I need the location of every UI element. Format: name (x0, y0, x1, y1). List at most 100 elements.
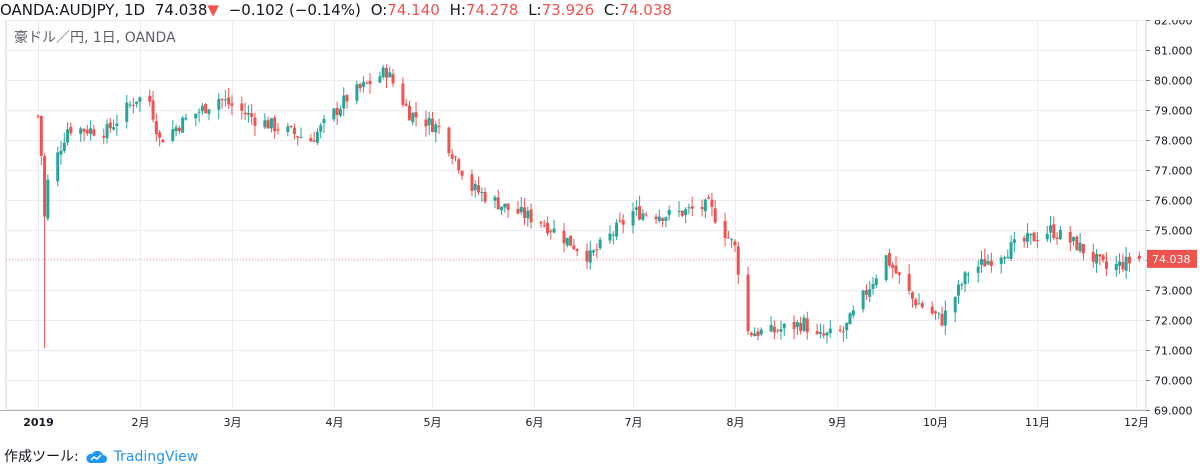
candle-body (92, 129, 96, 136)
candle-body (388, 72, 392, 78)
candle-body (135, 101, 139, 104)
candle-body (269, 118, 273, 129)
candle-body (933, 311, 937, 314)
candle-body (79, 128, 83, 134)
candle-body (154, 121, 158, 135)
candle-body (204, 103, 208, 114)
candle-body (345, 95, 349, 102)
candle-body (523, 207, 527, 218)
open-value: 74.140 (387, 1, 440, 19)
candle-body (447, 127, 451, 154)
candle-body (1055, 237, 1059, 240)
candle-body (197, 111, 201, 113)
candle-body (940, 313, 944, 326)
candle-body (378, 76, 382, 83)
candle-body (483, 192, 487, 202)
candle-body (822, 333, 826, 336)
candle-body (1124, 256, 1128, 271)
candle-body (657, 216, 661, 221)
x-tick-label: 3月 (224, 416, 242, 429)
tradingview-link[interactable]: TradingView (113, 449, 199, 465)
candle-body (338, 108, 342, 116)
candle-body (1121, 262, 1125, 270)
candle-body (851, 310, 855, 316)
candle-body (638, 205, 642, 220)
candle-body (473, 184, 477, 191)
open-label: O: (370, 1, 388, 19)
x-tick-label: 9月 (829, 416, 847, 429)
x-tick-label: 4月 (326, 416, 344, 429)
candle-body (266, 120, 270, 129)
candle-body (983, 259, 987, 267)
candle-body (115, 123, 119, 127)
candle-body (917, 303, 921, 305)
candle-body (480, 191, 484, 193)
candle-body (920, 303, 924, 308)
candle-body (332, 108, 336, 120)
candle-body (661, 218, 665, 221)
x-tick-label: 6月 (526, 416, 544, 429)
candle-body (710, 199, 714, 207)
y-tick-label: 81.000 (1154, 45, 1193, 58)
symbol-label[interactable]: OANDA:AUDJPY, 1D (0, 1, 146, 19)
candle-body (89, 128, 93, 134)
candle-body (365, 82, 369, 84)
candle-body (368, 80, 372, 85)
candle-body (999, 257, 1003, 264)
candle-body (664, 217, 668, 221)
candle-body (315, 131, 319, 143)
candle-body (355, 84, 359, 101)
candle-body (108, 122, 112, 129)
candle-body (299, 136, 303, 138)
candle-body (914, 299, 918, 306)
candle-body (730, 239, 734, 241)
candle-body (273, 117, 277, 132)
candle-body (161, 139, 165, 143)
candle-body (1009, 242, 1013, 259)
candle-body (979, 259, 983, 265)
candle-body (335, 107, 339, 115)
candle-body (792, 322, 796, 330)
candle-body (506, 203, 510, 210)
candle-body (1032, 232, 1036, 242)
chart-panel[interactable]: 69.00070.00071.00072.00073.00074.00075.0… (0, 20, 1200, 440)
candle-body (404, 104, 408, 106)
candle-body (845, 322, 849, 331)
candle-body (795, 322, 799, 328)
candle-body (289, 126, 293, 128)
candle-body (592, 250, 596, 253)
candle-body (292, 127, 296, 135)
candle-body (125, 102, 129, 122)
candle-body (253, 117, 257, 126)
candle-body (1137, 255, 1141, 259)
candle-body (477, 185, 481, 193)
candle-body (575, 249, 579, 252)
candle-body (608, 233, 612, 241)
candle-body (884, 255, 888, 280)
candle-body (680, 210, 684, 216)
candle-body (424, 119, 428, 127)
candle-body (171, 129, 175, 141)
candle-body (1026, 233, 1030, 242)
candle-body (887, 253, 891, 266)
candle-body (105, 124, 109, 139)
y-tick-label: 70.000 (1154, 375, 1193, 388)
candle-body (690, 206, 694, 209)
candle-body (700, 206, 704, 210)
candle-body (818, 331, 822, 334)
candle-body (907, 273, 911, 292)
candle-body (207, 109, 211, 114)
high-value: 74.278 (465, 1, 519, 19)
candlestick-chart[interactable]: 69.00070.00071.00072.00073.00074.00075.0… (0, 20, 1200, 440)
candle-body (131, 104, 135, 106)
candle-body (1075, 236, 1079, 251)
candle-body (1118, 261, 1122, 266)
candle-body (736, 246, 740, 275)
x-tick-label: 8月 (727, 416, 745, 429)
candle-body (1114, 264, 1118, 271)
candle-body (871, 283, 875, 289)
candle-body (1006, 256, 1010, 259)
candle-body (200, 105, 204, 112)
candle-body (263, 120, 267, 128)
candle-body (546, 223, 550, 234)
